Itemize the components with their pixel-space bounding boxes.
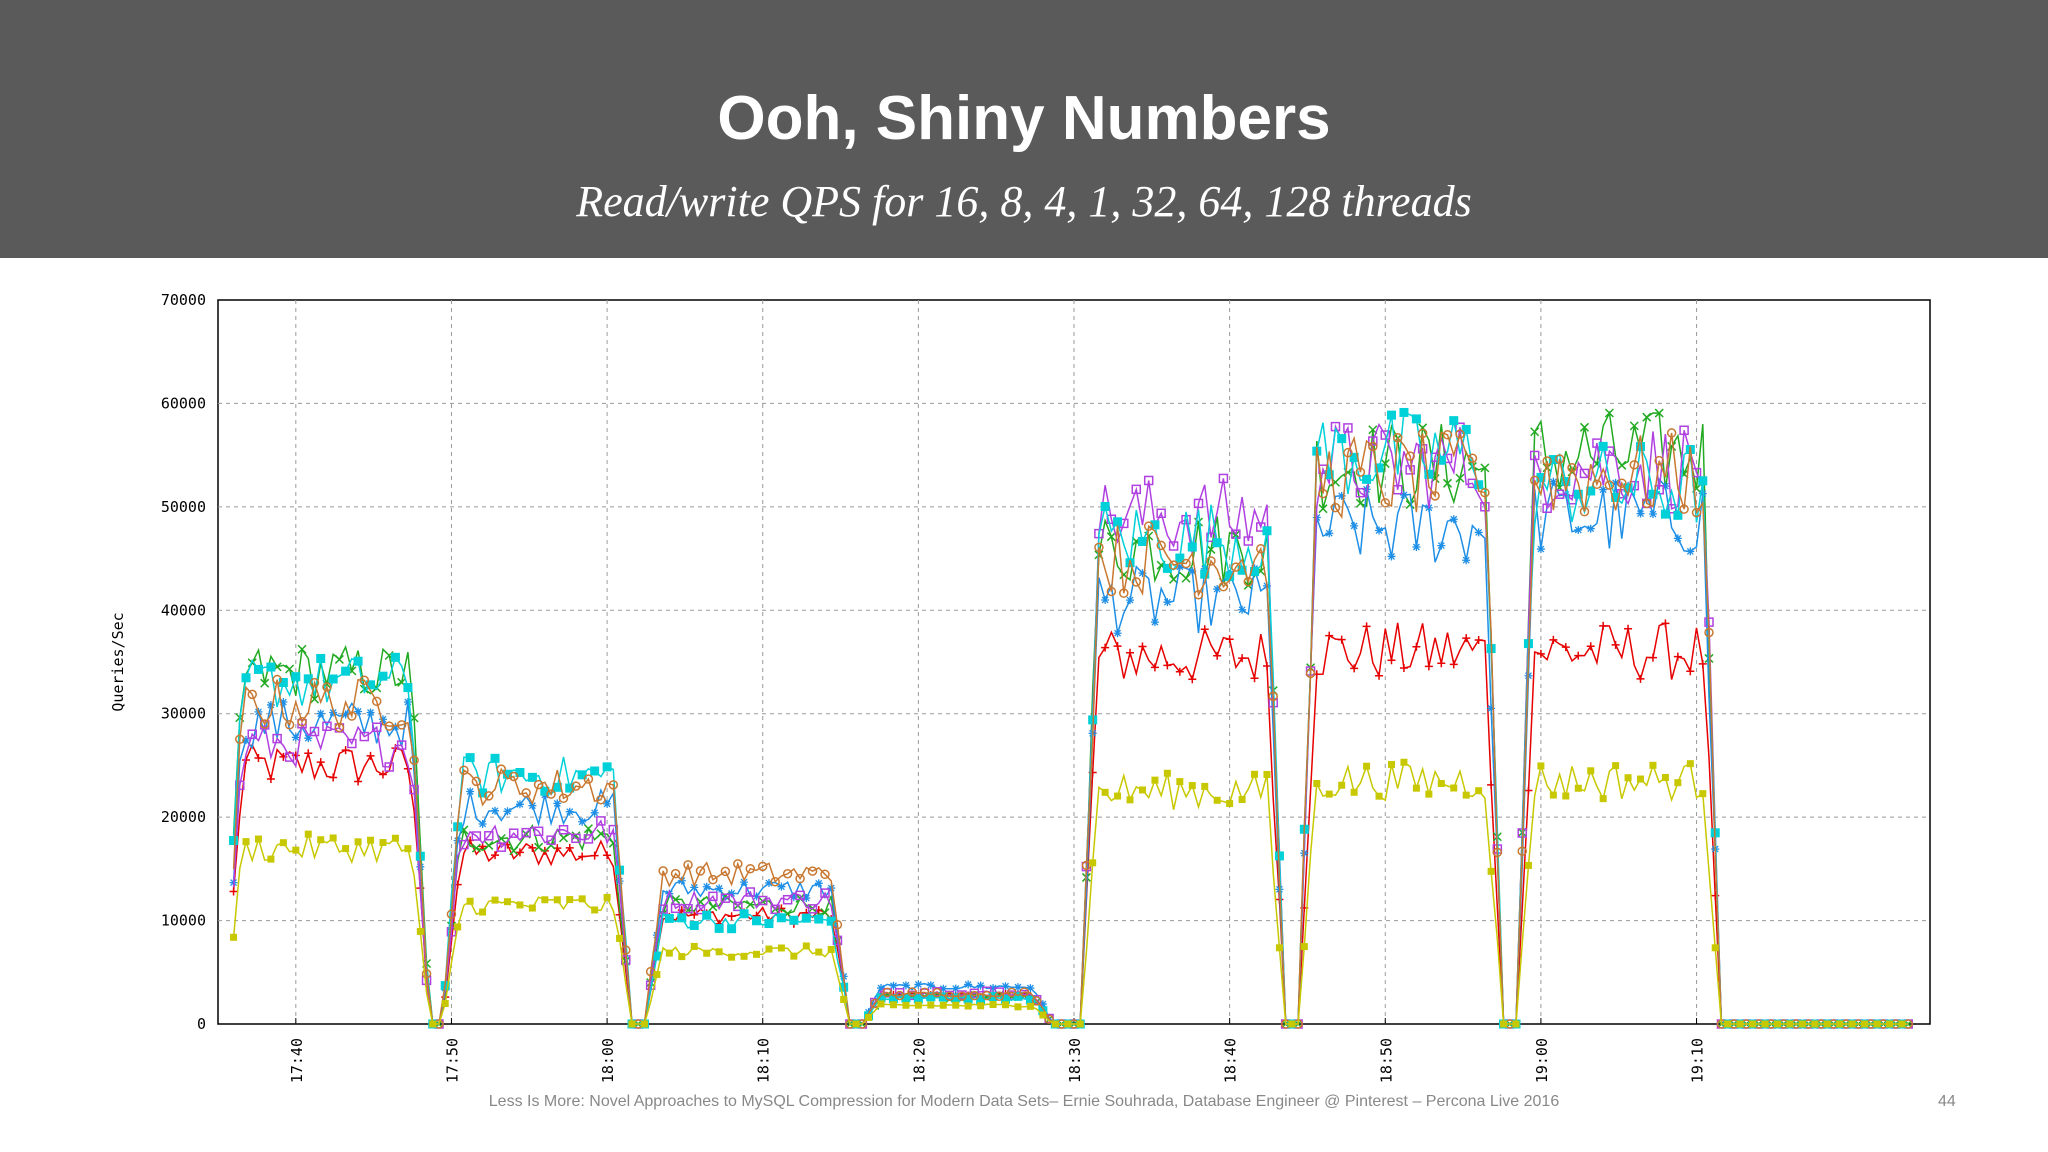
x-tick-label: 19:10	[1689, 1038, 1707, 1083]
y-axis-label: Queries/Sec	[109, 612, 127, 711]
slide-title: Ooh, Shiny Numbers	[717, 84, 1331, 153]
y-tick-label: 70000	[161, 291, 206, 309]
x-tick-label: 17:40	[288, 1038, 306, 1083]
series-brown	[232, 428, 1913, 1029]
y-tick-label: 20000	[161, 808, 206, 826]
y-tick-label: 0	[197, 1015, 206, 1033]
y-tick-label: 30000	[161, 705, 206, 723]
x-tick-label: 19:00	[1533, 1038, 1551, 1083]
x-tick-label: 18:40	[1222, 1038, 1240, 1083]
x-tick-label: 18:00	[599, 1038, 617, 1083]
slide-subtitle: Read/write QPS for 16, 8, 4, 1, 32, 64, …	[576, 177, 1472, 226]
y-tick-label: 10000	[161, 912, 206, 930]
x-tick-label: 17:50	[443, 1038, 461, 1083]
x-tick-label: 18:20	[910, 1038, 928, 1083]
page-number: 44	[1938, 1093, 1956, 1110]
x-tick-label: 18:50	[1377, 1038, 1395, 1083]
x-tick-label: 18:30	[1066, 1038, 1084, 1083]
x-tick-label: 18:10	[755, 1038, 773, 1083]
series-yellow	[230, 758, 1909, 1028]
slide-footer: Less Is More: Novel Approaches to MySQL …	[488, 1093, 1560, 1110]
y-tick-label: 60000	[161, 394, 206, 412]
slide-header: Ooh, Shiny Numbers Read/write QPS for 16…	[0, 0, 2048, 258]
qps-line-chart: 0 10000 20000 30000 40000 50000 60000 70000 17:4…	[109, 291, 1931, 1083]
y-tick-label: 50000	[161, 498, 206, 516]
y-tick-label: 40000	[161, 601, 206, 619]
